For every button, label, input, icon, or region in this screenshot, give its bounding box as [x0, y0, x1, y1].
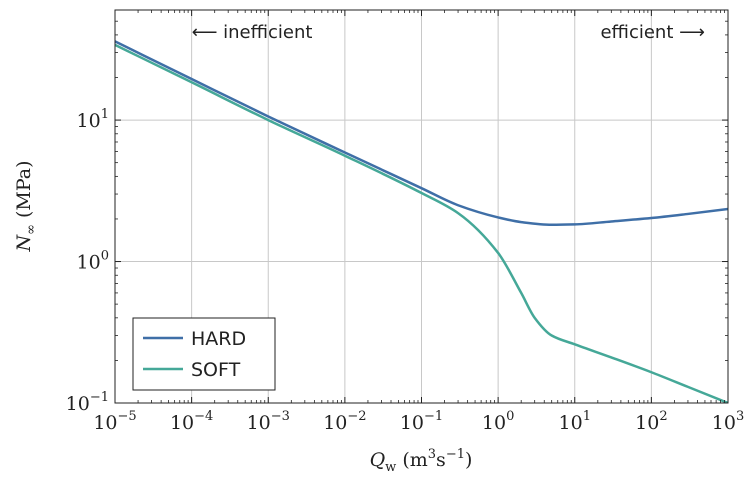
y-tick-label: 101 [77, 107, 109, 132]
x-tick-label: 10−5 [93, 409, 136, 434]
annotation-0: ⟵ inefficient [192, 22, 313, 43]
legend-label-hard: HARD [191, 328, 246, 350]
y-tick-labels: 10−1 100 101 [66, 107, 109, 415]
x-tick-label: 102 [635, 409, 667, 434]
annotation-1: efficient ⟶ [600, 22, 704, 43]
annotations: ⟵ inefficient efficient ⟶ [192, 22, 705, 43]
x-tick-labels: 10−5 10−4 10−3 10−2 10−1 100 101 102 103 [93, 409, 744, 434]
x-tick-label: 10−2 [323, 409, 366, 434]
x-axis-label: Qw (m3s−1) [370, 447, 473, 475]
legend-box [132, 317, 276, 391]
series-line-soft [115, 43, 728, 403]
series-lines [115, 40, 728, 403]
x-tick-label: 10−4 [170, 409, 213, 434]
x-tick-label: 10−3 [247, 409, 290, 434]
y-tick-label: 10−1 [66, 390, 109, 415]
legend-label-soft: SOFT [191, 359, 241, 381]
tick-marks [114, 10, 729, 404]
x-tick-label: 103 [712, 409, 744, 434]
x-tick-label: 101 [559, 409, 591, 434]
x-tick-label: 100 [482, 409, 514, 434]
legend: HARD SOFT [132, 317, 276, 391]
series-line-hard [115, 40, 728, 226]
y-axis-label: N∞ (MPa) [13, 160, 39, 252]
y-tick-label: 100 [77, 249, 109, 274]
x-tick-label: 10−1 [400, 409, 443, 434]
